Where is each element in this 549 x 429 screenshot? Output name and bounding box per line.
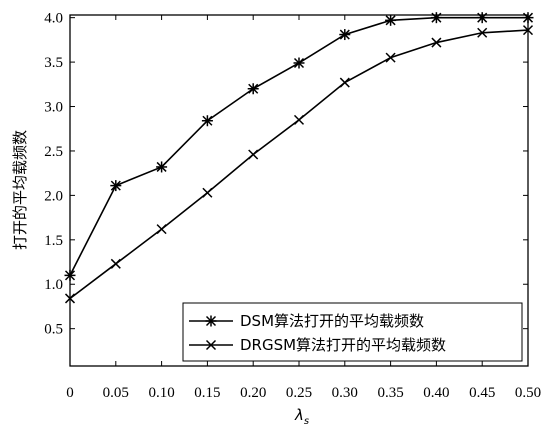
y-axis-ticks: 0.5 1.0 1.5 2.0 2.5 3.0 3.5 4.0 (44, 11, 528, 338)
x-tick-label: 0.45 (469, 385, 495, 401)
cross-marker (64, 293, 76, 304)
x-tick-label: 0.25 (286, 385, 312, 401)
asterisk-marker (339, 29, 351, 41)
cross-marker (248, 149, 259, 160)
x-tick-label: 0.30 (332, 385, 358, 401)
asterisk-marker (205, 315, 217, 327)
x-tick-label: 0.50 (515, 385, 541, 401)
asterisk-marker (156, 161, 168, 173)
y-tick-label: 4.0 (44, 11, 63, 27)
asterisk-marker (247, 83, 259, 95)
asterisk-marker (385, 14, 397, 26)
x-axis-ticks: 0 0.05 0.10 0.15 0.20 0.25 0.30 0.35 0.40 0.45 0.5… (66, 15, 541, 401)
x-tick-label: 0 (66, 385, 74, 401)
asterisk-marker (201, 115, 213, 127)
x-tick-label: 0.20 (240, 385, 266, 401)
asterisk-marker (293, 57, 305, 69)
x-tick-label: 0.05 (103, 385, 129, 401)
x-tick-label: 0.10 (148, 385, 174, 401)
cross-marker (431, 37, 442, 48)
legend-label: DSM算法打开的平均载频数 (240, 312, 424, 330)
y-tick-label: 1.5 (44, 233, 63, 249)
cross-marker (110, 258, 121, 269)
asterisk-marker (110, 180, 122, 192)
x-axis-label: λs (294, 406, 309, 427)
asterisk-marker (476, 12, 488, 24)
legend: DSM算法打开的平均载频数 DRGSM算法打开的平均载频数 (182, 302, 523, 362)
y-tick-label: 1.0 (44, 277, 63, 293)
cross-marker (522, 25, 534, 36)
cross-marker (202, 187, 213, 198)
cross-marker (156, 224, 167, 235)
x-tick-label: 0.15 (194, 385, 220, 401)
y-axis-label: 打开的平均载频数 (11, 130, 29, 250)
y-tick-label: 2.0 (44, 188, 63, 204)
y-tick-label: 3.5 (44, 55, 63, 71)
legend-box (182, 302, 523, 362)
cross-marker (339, 77, 350, 88)
legend-label: DRGSM算法打开的平均载频数 (240, 336, 446, 354)
y-tick-label: 0.5 (44, 322, 63, 338)
cross-marker (205, 339, 217, 351)
series-layer (64, 12, 534, 304)
x-tick-label: 0.35 (377, 385, 403, 401)
cross-marker (385, 52, 396, 63)
y-tick-label: 2.5 (44, 144, 63, 160)
cross-marker (477, 27, 488, 38)
asterisk-marker (522, 12, 534, 24)
asterisk-marker (430, 12, 442, 24)
x-tick-label: 0.40 (423, 385, 449, 401)
y-tick-label: 3.0 (44, 100, 63, 116)
asterisk-marker (64, 269, 76, 281)
legend-items: DSM算法打开的平均载频数 DRGSM算法打开的平均载频数 (189, 312, 446, 354)
cross-marker (293, 114, 305, 125)
